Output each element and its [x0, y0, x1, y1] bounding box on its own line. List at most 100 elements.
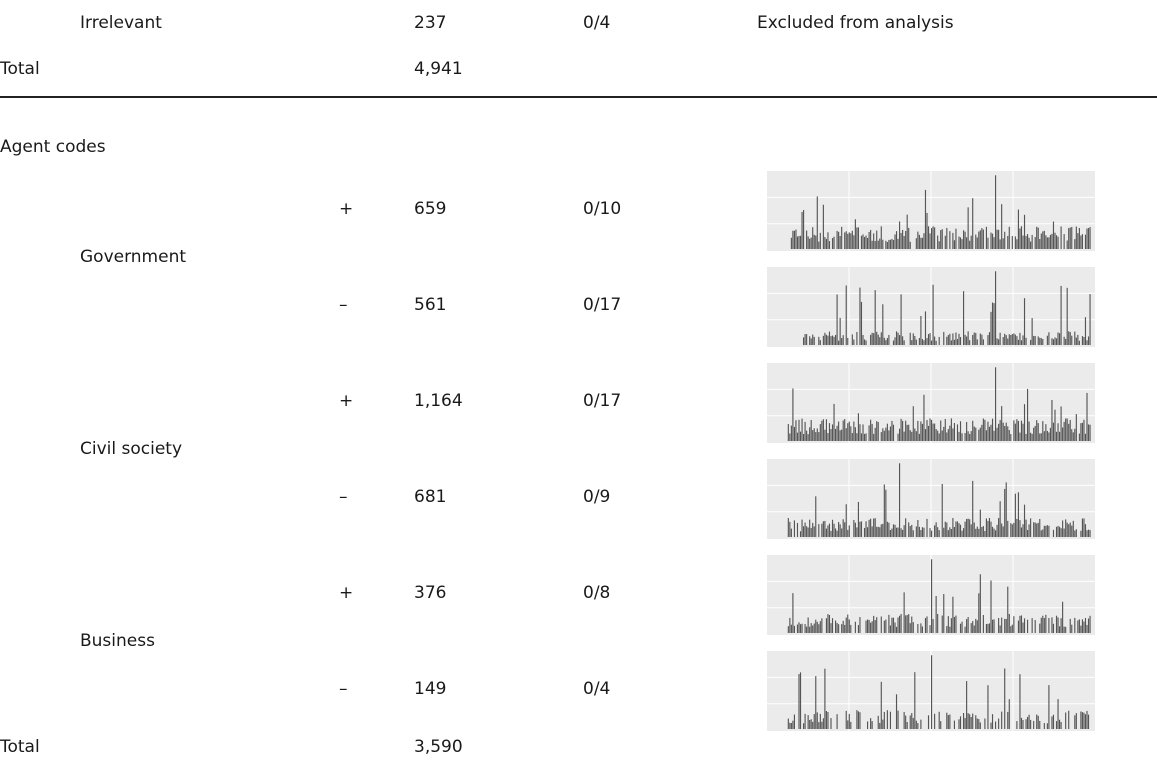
row-range-irrelevant: 0/4	[583, 13, 611, 33]
sparkline-bar	[952, 333, 954, 345]
sparkline-bar	[900, 232, 902, 249]
sparkline-bar	[789, 521, 791, 537]
sparkline-bar	[793, 520, 795, 537]
sparkline-bar	[842, 335, 844, 345]
sparkline-bar	[966, 421, 968, 441]
sparkline-bar	[969, 340, 971, 345]
sparkline-bar	[883, 620, 885, 633]
sparkline-bar	[1034, 336, 1036, 345]
sparkline-bar	[1027, 388, 1029, 441]
sparkline-bar	[1004, 426, 1006, 441]
group-label-government: Government	[80, 247, 187, 267]
sparkline-bar	[857, 711, 859, 729]
sparkline-bar	[937, 614, 939, 633]
sparkline-bar	[931, 559, 933, 633]
sparkline-bar	[807, 715, 809, 729]
sparkline-bar	[796, 236, 799, 249]
sparkline-bar	[838, 231, 840, 249]
top-total-label: Total	[0, 59, 40, 79]
sparkline-bar	[1031, 618, 1033, 633]
sparkline-bar	[911, 524, 913, 537]
sparkline-bar	[1011, 334, 1013, 345]
sparkline-bar	[1004, 488, 1006, 537]
sparkline-bar	[946, 712, 948, 729]
sparkline-bar	[899, 221, 901, 249]
sparkline-bar	[888, 614, 890, 633]
sparkline-bar	[825, 238, 827, 249]
sparkline-bar	[944, 235, 946, 249]
sparkline-bar	[1068, 524, 1070, 537]
sparkline-bar	[803, 433, 805, 441]
sparkline-bar	[1028, 714, 1030, 729]
sparkline-bar	[1030, 518, 1032, 537]
sparkline-bar	[1037, 522, 1039, 537]
sparkline-bar	[818, 336, 820, 345]
sparkline-bar	[806, 526, 808, 537]
sparkline-bar	[830, 623, 832, 633]
sparkline-bar	[998, 718, 1000, 729]
sparkline-bar	[955, 521, 957, 537]
sparkline-bar	[799, 531, 802, 537]
sparkline-bar	[1033, 720, 1035, 729]
sparkline-bar	[803, 526, 805, 537]
sparkline-svg	[767, 171, 1095, 251]
sparkline-bar	[1045, 235, 1047, 249]
sparkline-bar	[969, 519, 971, 537]
sparkline-bar	[833, 336, 835, 345]
sparkline-bar	[845, 710, 847, 729]
sparkline-bar	[972, 334, 974, 345]
sparkline-bar	[944, 521, 946, 537]
sparkline-bar	[1002, 422, 1004, 441]
sparkline-bar	[894, 234, 896, 249]
sparkline-bar	[921, 237, 923, 249]
sparkline-bar	[955, 228, 957, 249]
sparkline-bar	[1066, 418, 1068, 441]
sparkline-bar	[1027, 716, 1029, 729]
sparkline-bar	[981, 424, 983, 441]
sparkline-bar	[845, 285, 847, 345]
sparkline-bar	[827, 335, 829, 345]
sparkline-bar	[1057, 236, 1059, 249]
sparkline-bar	[984, 718, 986, 729]
sparkline-bar	[1039, 238, 1041, 249]
sparkline-bar	[871, 332, 873, 345]
sparkline-bar	[853, 421, 855, 441]
sparkline-bar	[964, 231, 966, 249]
sign-business-negative: –	[339, 679, 348, 699]
sparkline-bar	[1042, 615, 1044, 633]
sparkline-bar	[1055, 615, 1058, 633]
sparkline-bar	[1051, 617, 1053, 633]
sparkline-bar	[847, 614, 849, 633]
sparkline-bar	[825, 419, 827, 441]
sparkline-bar	[959, 421, 962, 441]
sparkline-bar	[1027, 619, 1029, 633]
sparkline-bar	[1072, 432, 1074, 441]
sparkline-bar	[827, 232, 829, 249]
sparkline-bar	[795, 229, 797, 249]
sparkline-bar	[828, 423, 831, 441]
sparkline-bar	[1063, 336, 1065, 345]
sparkline-bar	[1075, 713, 1077, 729]
sparkline-bar	[909, 430, 911, 441]
sparkline-bar	[1027, 530, 1029, 537]
sparkline-bar	[1087, 618, 1090, 633]
sparkline-bar	[906, 722, 908, 729]
sparkline-bar	[903, 525, 905, 537]
sparkline-bar	[1007, 586, 1009, 633]
sparkline-bar	[987, 685, 989, 729]
sparkline-bar	[1065, 418, 1067, 441]
sparkline-bar	[787, 518, 789, 537]
sparkline-bar	[854, 219, 856, 249]
sparkline-bar	[790, 237, 792, 249]
sparkline-bar	[943, 426, 945, 441]
row-label-irrelevant: Irrelevant	[80, 13, 162, 33]
sparkline-bar	[1022, 423, 1024, 441]
sparkline-bar	[894, 524, 896, 537]
sparkline-bar	[1055, 235, 1058, 249]
sparkline-bar	[975, 234, 977, 249]
sparkline-bar	[958, 431, 960, 441]
sparkline-bar	[987, 520, 989, 537]
sparkline-bar	[824, 668, 826, 729]
sparkline-bar	[972, 480, 974, 537]
sparkline-bar	[903, 711, 905, 729]
